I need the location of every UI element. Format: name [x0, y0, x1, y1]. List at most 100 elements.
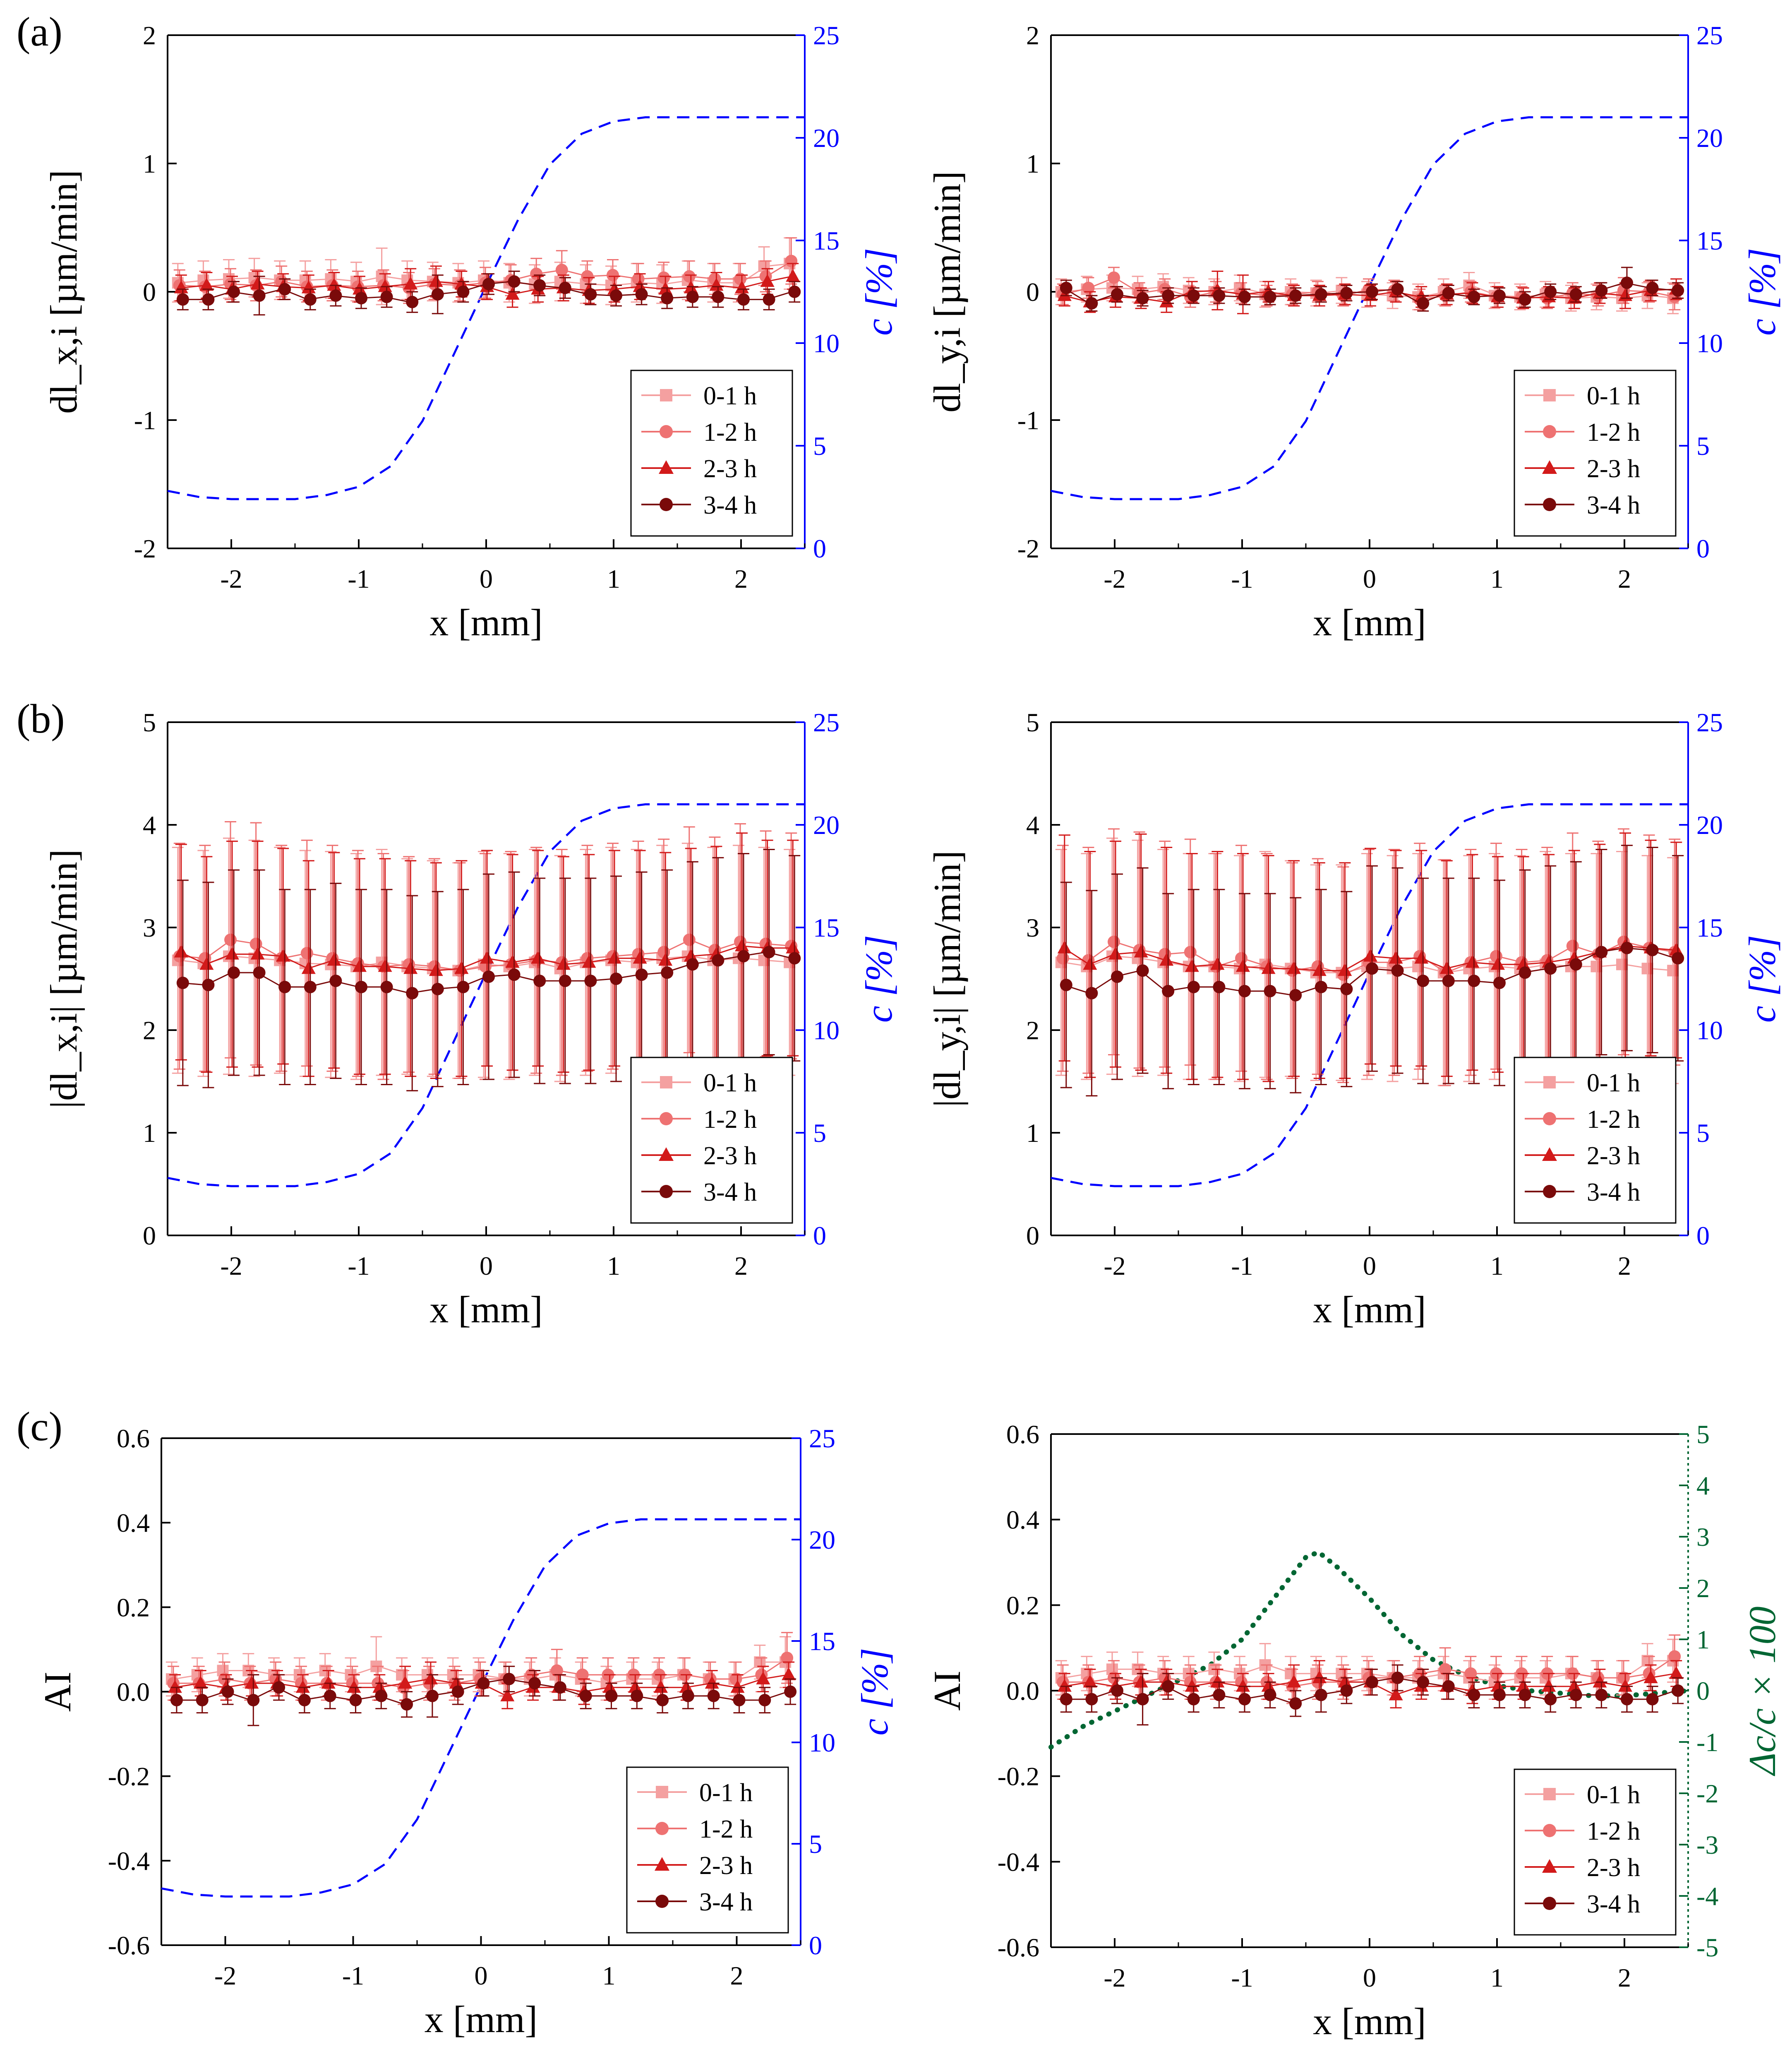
data-point	[454, 961, 469, 974]
data-point	[1672, 1684, 1684, 1697]
data-point	[1108, 935, 1120, 948]
data-point	[1287, 1675, 1301, 1688]
y-tick-label: 0.4	[1006, 1505, 1039, 1535]
data-point	[607, 269, 619, 281]
data-point	[786, 269, 800, 282]
data-point	[431, 288, 444, 301]
y2-tick-label: 1	[1696, 1625, 1710, 1654]
legend-label: 0-1 h	[703, 1069, 757, 1097]
data-point	[324, 1689, 336, 1702]
data-point	[429, 963, 443, 976]
legend-marker	[1543, 1185, 1556, 1198]
series-0-1h	[166, 1636, 792, 1701]
data-point	[1213, 1689, 1226, 1701]
data-point	[635, 968, 648, 981]
data-point	[1544, 286, 1557, 298]
y-tick-label: -0.4	[998, 1847, 1039, 1876]
data-point	[1315, 980, 1327, 993]
data-point	[686, 958, 699, 971]
data-point	[1646, 1693, 1659, 1706]
data-point	[788, 952, 801, 965]
data-point	[631, 1689, 643, 1702]
data-point	[298, 1694, 311, 1706]
data-point	[781, 1651, 794, 1664]
y-tick-label: -0.4	[108, 1846, 150, 1876]
data-point	[1569, 288, 1582, 301]
legend-label: 0-1 h	[1587, 1069, 1640, 1097]
data-point	[1210, 957, 1225, 970]
y2-tick-label: 5	[1696, 1420, 1710, 1449]
data-point	[1185, 959, 1199, 972]
data-point	[1439, 961, 1454, 974]
y-tick-label: 1	[143, 1118, 156, 1148]
legend-marker	[655, 1895, 669, 1908]
x-tick-label: 0	[1363, 564, 1376, 593]
y-axis-label: dl_y,i [µm/min]	[926, 171, 968, 413]
data-point	[610, 973, 622, 985]
x-tick-label: 1	[1490, 1963, 1504, 1992]
legend: 0-1 h 1-2 h 2-3 h 3-4 h	[1514, 1057, 1677, 1224]
x-tick-label: -2	[220, 1251, 242, 1281]
data-point	[174, 944, 188, 958]
data-point	[1261, 961, 1276, 974]
y2-tick-label: 15	[813, 913, 840, 942]
data-point	[193, 1676, 208, 1689]
data-point	[329, 974, 342, 987]
data-point	[1468, 1689, 1480, 1701]
data-point	[1261, 1679, 1276, 1692]
data-point	[457, 286, 470, 298]
data-point	[1389, 1687, 1403, 1701]
y-tick-label: 0.6	[1006, 1420, 1039, 1449]
y-tick-label: 0	[143, 277, 156, 307]
data-point	[1187, 980, 1200, 993]
data-point	[224, 933, 237, 946]
data-point	[554, 1681, 566, 1694]
data-point	[602, 1680, 617, 1693]
data-point	[301, 280, 316, 293]
x-axis-label: x [mm]	[1313, 2000, 1426, 2042]
legend-box	[1514, 370, 1677, 537]
legend-label: 2-3 h	[1587, 455, 1640, 483]
legend-label: 2-3 h	[703, 1142, 757, 1170]
y2-axis-label: Δc/c × 100	[1741, 1606, 1783, 1776]
data-point	[684, 949, 698, 962]
y2-tick-label: 10	[813, 1016, 840, 1045]
y2-tick-label: 25	[813, 708, 840, 737]
data-point	[528, 1677, 541, 1690]
data-point	[1590, 961, 1602, 973]
legend-label: 2-3 h	[1587, 1854, 1640, 1882]
data-point	[657, 271, 670, 284]
series-1-2h	[167, 1632, 794, 1705]
y-tick-label: 0.6	[117, 1424, 150, 1453]
y2-tick-label: 25	[813, 21, 840, 50]
data-point	[449, 1676, 463, 1689]
legend-label: 0-1 h	[1587, 1781, 1640, 1809]
data-point	[1134, 1675, 1148, 1688]
data-point	[1057, 1679, 1072, 1692]
data-point	[1238, 985, 1251, 997]
data-point	[556, 957, 571, 970]
data-point	[1057, 288, 1072, 301]
data-point	[196, 1694, 209, 1706]
data-point	[1312, 963, 1327, 976]
data-point	[1414, 951, 1429, 964]
legend-label: 3-4 h	[1587, 1890, 1640, 1918]
y2-tick-label: 4	[1696, 1471, 1710, 1500]
data-point	[431, 983, 444, 995]
legend-box	[1514, 1768, 1677, 1936]
concentration-curve	[1051, 116, 1688, 500]
legend-marker	[1543, 389, 1556, 401]
y2-tick-label: 10	[813, 329, 840, 358]
y2-tick-label: 5	[1696, 431, 1710, 461]
y-axis-label: |dl_y,i| [µm/min]	[926, 851, 968, 1108]
data-point	[788, 286, 801, 298]
data-point	[1672, 284, 1684, 297]
chart-c-right: -2 -1 0 1 2 -0.6 -0.4 -0.2 0.0 0.2 0.4 0.6 -5 -4 -3 -2 -…	[926, 1420, 1783, 2042]
data-point	[782, 1667, 796, 1680]
data-point	[584, 974, 597, 987]
y2-tick-label: 20	[809, 1525, 835, 1554]
data-point	[457, 980, 470, 993]
data-point	[228, 286, 240, 298]
data-point	[1491, 957, 1505, 970]
y-tick-label: 0.0	[1006, 1676, 1039, 1706]
